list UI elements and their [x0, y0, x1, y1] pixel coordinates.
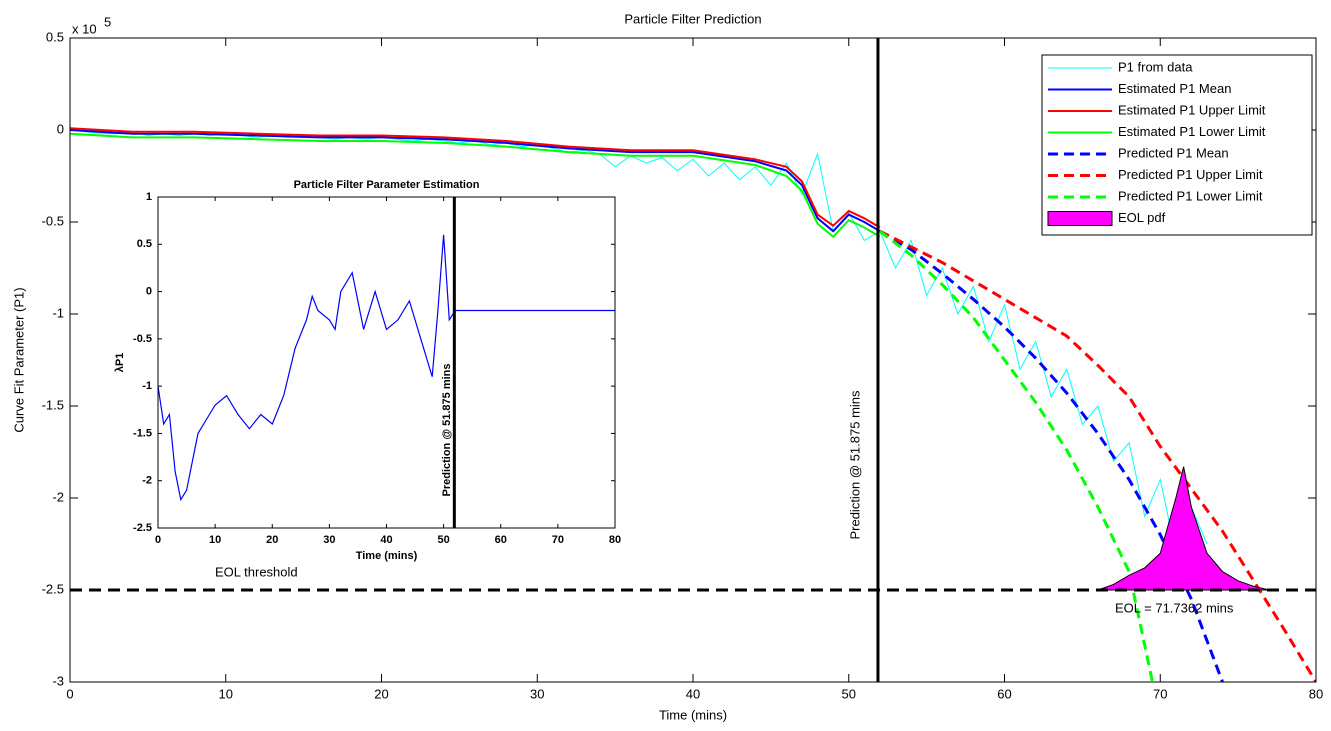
plot-layer — [158, 197, 615, 528]
x-tick-label: 40 — [380, 534, 392, 546]
y-tick-label: -2.5 — [42, 581, 64, 596]
threshold-label: EOL threshold — [215, 564, 298, 579]
series-line — [70, 129, 1208, 556]
y-tick-label: -1 — [52, 305, 64, 320]
x-tick-label: 80 — [609, 534, 621, 546]
legend-label: EOL pdf — [1118, 210, 1166, 225]
x-tick-label: 0 — [155, 534, 161, 546]
y-tick-label: -2.5 — [133, 522, 152, 534]
y-tick-label: -2 — [142, 475, 152, 487]
y-tick-label: -1.5 — [42, 397, 64, 412]
plot-layer — [70, 38, 1316, 682]
x-tick-label: 40 — [686, 686, 700, 701]
legend-label: Predicted P1 Mean — [1118, 145, 1229, 160]
y-axis-label: Curve Fit Parameter (P1) — [11, 287, 26, 432]
x-tick-label: 70 — [1153, 686, 1167, 701]
eol-label: EOL = 71.7362 mins — [1115, 600, 1234, 615]
y-tick-label: 0 — [146, 285, 152, 297]
multiplier-power: 5 — [104, 14, 111, 29]
x-tick-label: 30 — [530, 686, 544, 701]
legend-label: Predicted P1 Upper Limit — [1118, 167, 1263, 182]
legend-label: Predicted P1 Lower Limit — [1118, 188, 1263, 203]
x-tick-label: 60 — [495, 534, 507, 546]
y-axis-label: λP1 — [114, 353, 126, 373]
x-tick-label: 20 — [266, 534, 278, 546]
axes-box — [157, 196, 616, 529]
x-tick-label: 70 — [552, 534, 564, 546]
y-tick-label: -0.5 — [42, 213, 64, 228]
legend-label: Estimated P1 Upper Limit — [1118, 102, 1266, 117]
x-axis-label: Time (mins) — [659, 707, 727, 722]
x-tick-label: 0 — [66, 686, 73, 701]
prediction-label: Prediction @ 51.875 mins — [847, 390, 862, 540]
y-tick-label: 0 — [57, 121, 64, 136]
x-tick-label: 50 — [842, 686, 856, 701]
y-tick-label: 1 — [146, 191, 152, 203]
y-tick-label: -1 — [142, 380, 152, 392]
plot-area — [158, 197, 615, 528]
inset-chart: 0 10 20 30 40 50 60 70 80 -2.5 -2 -1.5 -1 -0.5 0 0.5 1 Pa… — [114, 179, 621, 562]
legend: P1 from data Estimated P1 Mean Estimated P… — [1041, 54, 1313, 236]
series-line — [70, 132, 881, 239]
series-line — [70, 127, 881, 229]
multiplier: x 10 — [72, 21, 97, 36]
legend-swatch — [1047, 211, 1113, 226]
x-axis-label: Time (mins) — [356, 550, 418, 562]
x-tick-label: 80 — [1309, 686, 1323, 701]
y-tick-label: 0.5 — [46, 29, 64, 44]
chart-title: Particle Filter Prediction — [624, 11, 761, 26]
series-line — [158, 234, 615, 502]
legend-label: Estimated P1 Mean — [1118, 81, 1231, 96]
legend-label: Estimated P1 Lower Limit — [1118, 124, 1266, 139]
x-tick-label: 50 — [438, 534, 450, 546]
series-line — [70, 129, 881, 233]
y-tick-label: -2 — [52, 489, 64, 504]
series-line — [878, 230, 1154, 682]
y-tick-label: -3 — [52, 673, 64, 688]
axes-box — [69, 37, 1317, 683]
y-tick-label: -1.5 — [133, 427, 152, 439]
chart-title: Particle Filter Parameter Estimation — [294, 179, 480, 191]
legend-box — [1041, 54, 1313, 236]
x-tick-label: 10 — [219, 686, 233, 701]
x-tick-label: 60 — [997, 686, 1011, 701]
series-line — [879, 229, 1224, 682]
x-tick-label: 20 — [374, 686, 388, 701]
x-tick-label: 30 — [323, 534, 335, 546]
prediction-label: Prediction @ 51.875 mins — [441, 364, 453, 497]
main-chart: 0 10 20 30 40 50 60 70 80-3-2.5-2-1.5-1-0.500.5P… — [11, 11, 1323, 722]
pdf-area — [1097, 466, 1270, 591]
y-tick-label: 0.5 — [137, 238, 152, 250]
y-tick-label: -0.5 — [133, 333, 152, 345]
x-tick-label: 10 — [209, 534, 221, 546]
legend-label: P1 from data — [1118, 59, 1193, 74]
